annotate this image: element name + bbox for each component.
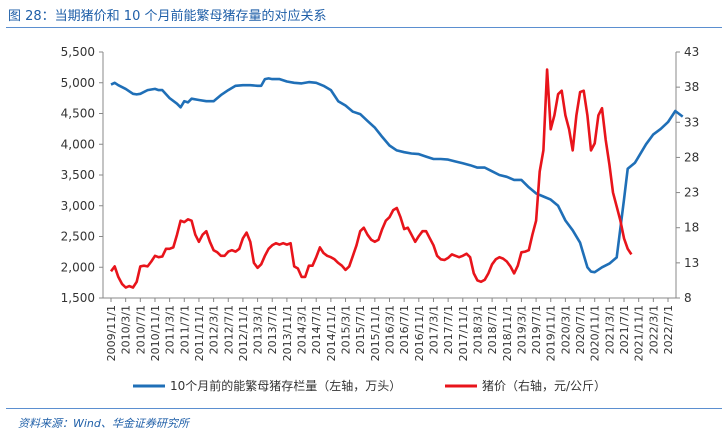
chart-axes: [102, 52, 677, 299]
x-tick-label: 2017/7/1: [442, 305, 455, 354]
x-tick-label: 2020/7/1: [574, 305, 587, 354]
x-tick-label: 2016/3/1: [384, 305, 397, 354]
x-tick-label: 2013/3/1: [252, 305, 265, 354]
x-tick-label: 2015/11/1: [369, 305, 382, 361]
x-tick-label: 2021/3/1: [603, 305, 616, 354]
x-tick-label: 2018/11/1: [501, 305, 514, 361]
right-tick-label: 23: [684, 186, 699, 200]
right-tick-label: 13: [684, 256, 699, 270]
x-tick-label: 2021/11/1: [633, 305, 646, 361]
x-axis-ticks: 2009/11/1 2010/3/1 2010/7/1 2010/11/1 2011/3…: [105, 298, 675, 361]
x-tick-label: 2016/11/1: [413, 305, 426, 361]
x-tick-label: 2011/7/1: [178, 305, 191, 354]
x-tick-label: 2015/3/1: [340, 305, 353, 354]
sow-inventory-series-line: [110, 77, 684, 274]
x-tick-label: 2019/11/1: [545, 305, 558, 361]
x-tick-label: 2010/3/1: [120, 305, 133, 354]
x-tick-label: 2018/7/1: [486, 305, 499, 354]
x-tick-label: 2013/7/1: [266, 305, 279, 354]
right-tick-label: 18: [684, 221, 699, 235]
hog-price-series-line: [109, 68, 633, 289]
x-tick-label: 2014/7/1: [310, 305, 323, 354]
x-tick-label: 2018/3/1: [471, 305, 484, 354]
x-tick-label: 2022/3/1: [647, 305, 660, 354]
legend-label: 10个月前的能繁母猪存栏量（左轴，万头）: [170, 378, 401, 393]
x-tick-label: 2016/7/1: [398, 305, 411, 354]
source-note: 资料来源：Wind、华金证券研究所: [18, 417, 189, 430]
x-tick-label: 2020/3/1: [559, 305, 572, 354]
x-tick-label: 2014/11/1: [325, 305, 338, 361]
left-tick-label: 3,500: [61, 168, 95, 182]
right-tick-label: 33: [684, 115, 699, 129]
left-tick-label: 3,000: [61, 199, 95, 213]
left-tick-label: 2,000: [61, 260, 95, 274]
x-tick-label: 2021/7/1: [618, 305, 631, 354]
x-tick-label: 2009/11/1: [105, 305, 118, 361]
x-tick-label: 2012/11/1: [237, 305, 250, 361]
x-tick-label: 2011/11/1: [193, 305, 206, 361]
left-tick-label: 4,500: [61, 107, 95, 121]
x-tick-label: 2019/3/1: [515, 305, 528, 354]
x-tick-label: 2020/11/1: [589, 305, 602, 361]
right-tick-label: 38: [684, 80, 699, 94]
chart-series: [109, 68, 684, 289]
right-tick-label: 43: [684, 45, 699, 59]
left-tick-label: 2,500: [61, 230, 95, 244]
figure-title: 图 28：当期猪价和 10 个月前能繁母猪存量的对应关系: [8, 9, 327, 24]
left-axis-ticks: 1,500 2,000 2,500 3,000 3,500 4,000 4,500 5,000…: [61, 45, 103, 305]
x-tick-label: 2012/3/1: [208, 305, 221, 354]
x-tick-label: 2011/3/1: [164, 305, 177, 354]
source-divider: [6, 408, 722, 409]
left-tick-label: 4,000: [61, 137, 95, 151]
legend-item-sow-inventory: 10个月前的能繁母猪存栏量（左轴，万头）: [133, 378, 401, 393]
right-tick-label: 28: [684, 150, 699, 164]
chart-legend: 10个月前的能繁母猪存栏量（左轴，万头） 猪价（右轴，元/公斤）: [133, 378, 606, 393]
x-tick-label: 2014/3/1: [296, 305, 309, 354]
x-tick-label: 2017/11/1: [457, 305, 470, 361]
legend-item-hog-price: 猪价（右轴，元/公斤）: [445, 378, 606, 393]
x-tick-label: 2019/7/1: [530, 305, 543, 354]
title-divider: [6, 27, 722, 28]
x-tick-label: 2010/7/1: [134, 305, 147, 354]
left-tick-label: 5,500: [61, 45, 95, 59]
x-tick-label: 2017/3/1: [427, 305, 440, 354]
x-tick-label: 2022/7/1: [662, 305, 675, 354]
x-tick-label: 2013/11/1: [281, 305, 294, 361]
left-tick-label: 5,000: [61, 76, 95, 90]
x-tick-label: 2015/7/1: [354, 305, 367, 354]
right-axis-ticks: 8 13 18 23 28 33 38 43: [676, 45, 699, 305]
x-tick-label: 2012/7/1: [222, 305, 235, 354]
legend-label: 猪价（右轴，元/公斤）: [482, 378, 606, 393]
x-tick-label: 2010/11/1: [149, 305, 162, 361]
left-tick-label: 1,500: [61, 291, 95, 305]
right-tick-label: 8: [684, 291, 692, 305]
